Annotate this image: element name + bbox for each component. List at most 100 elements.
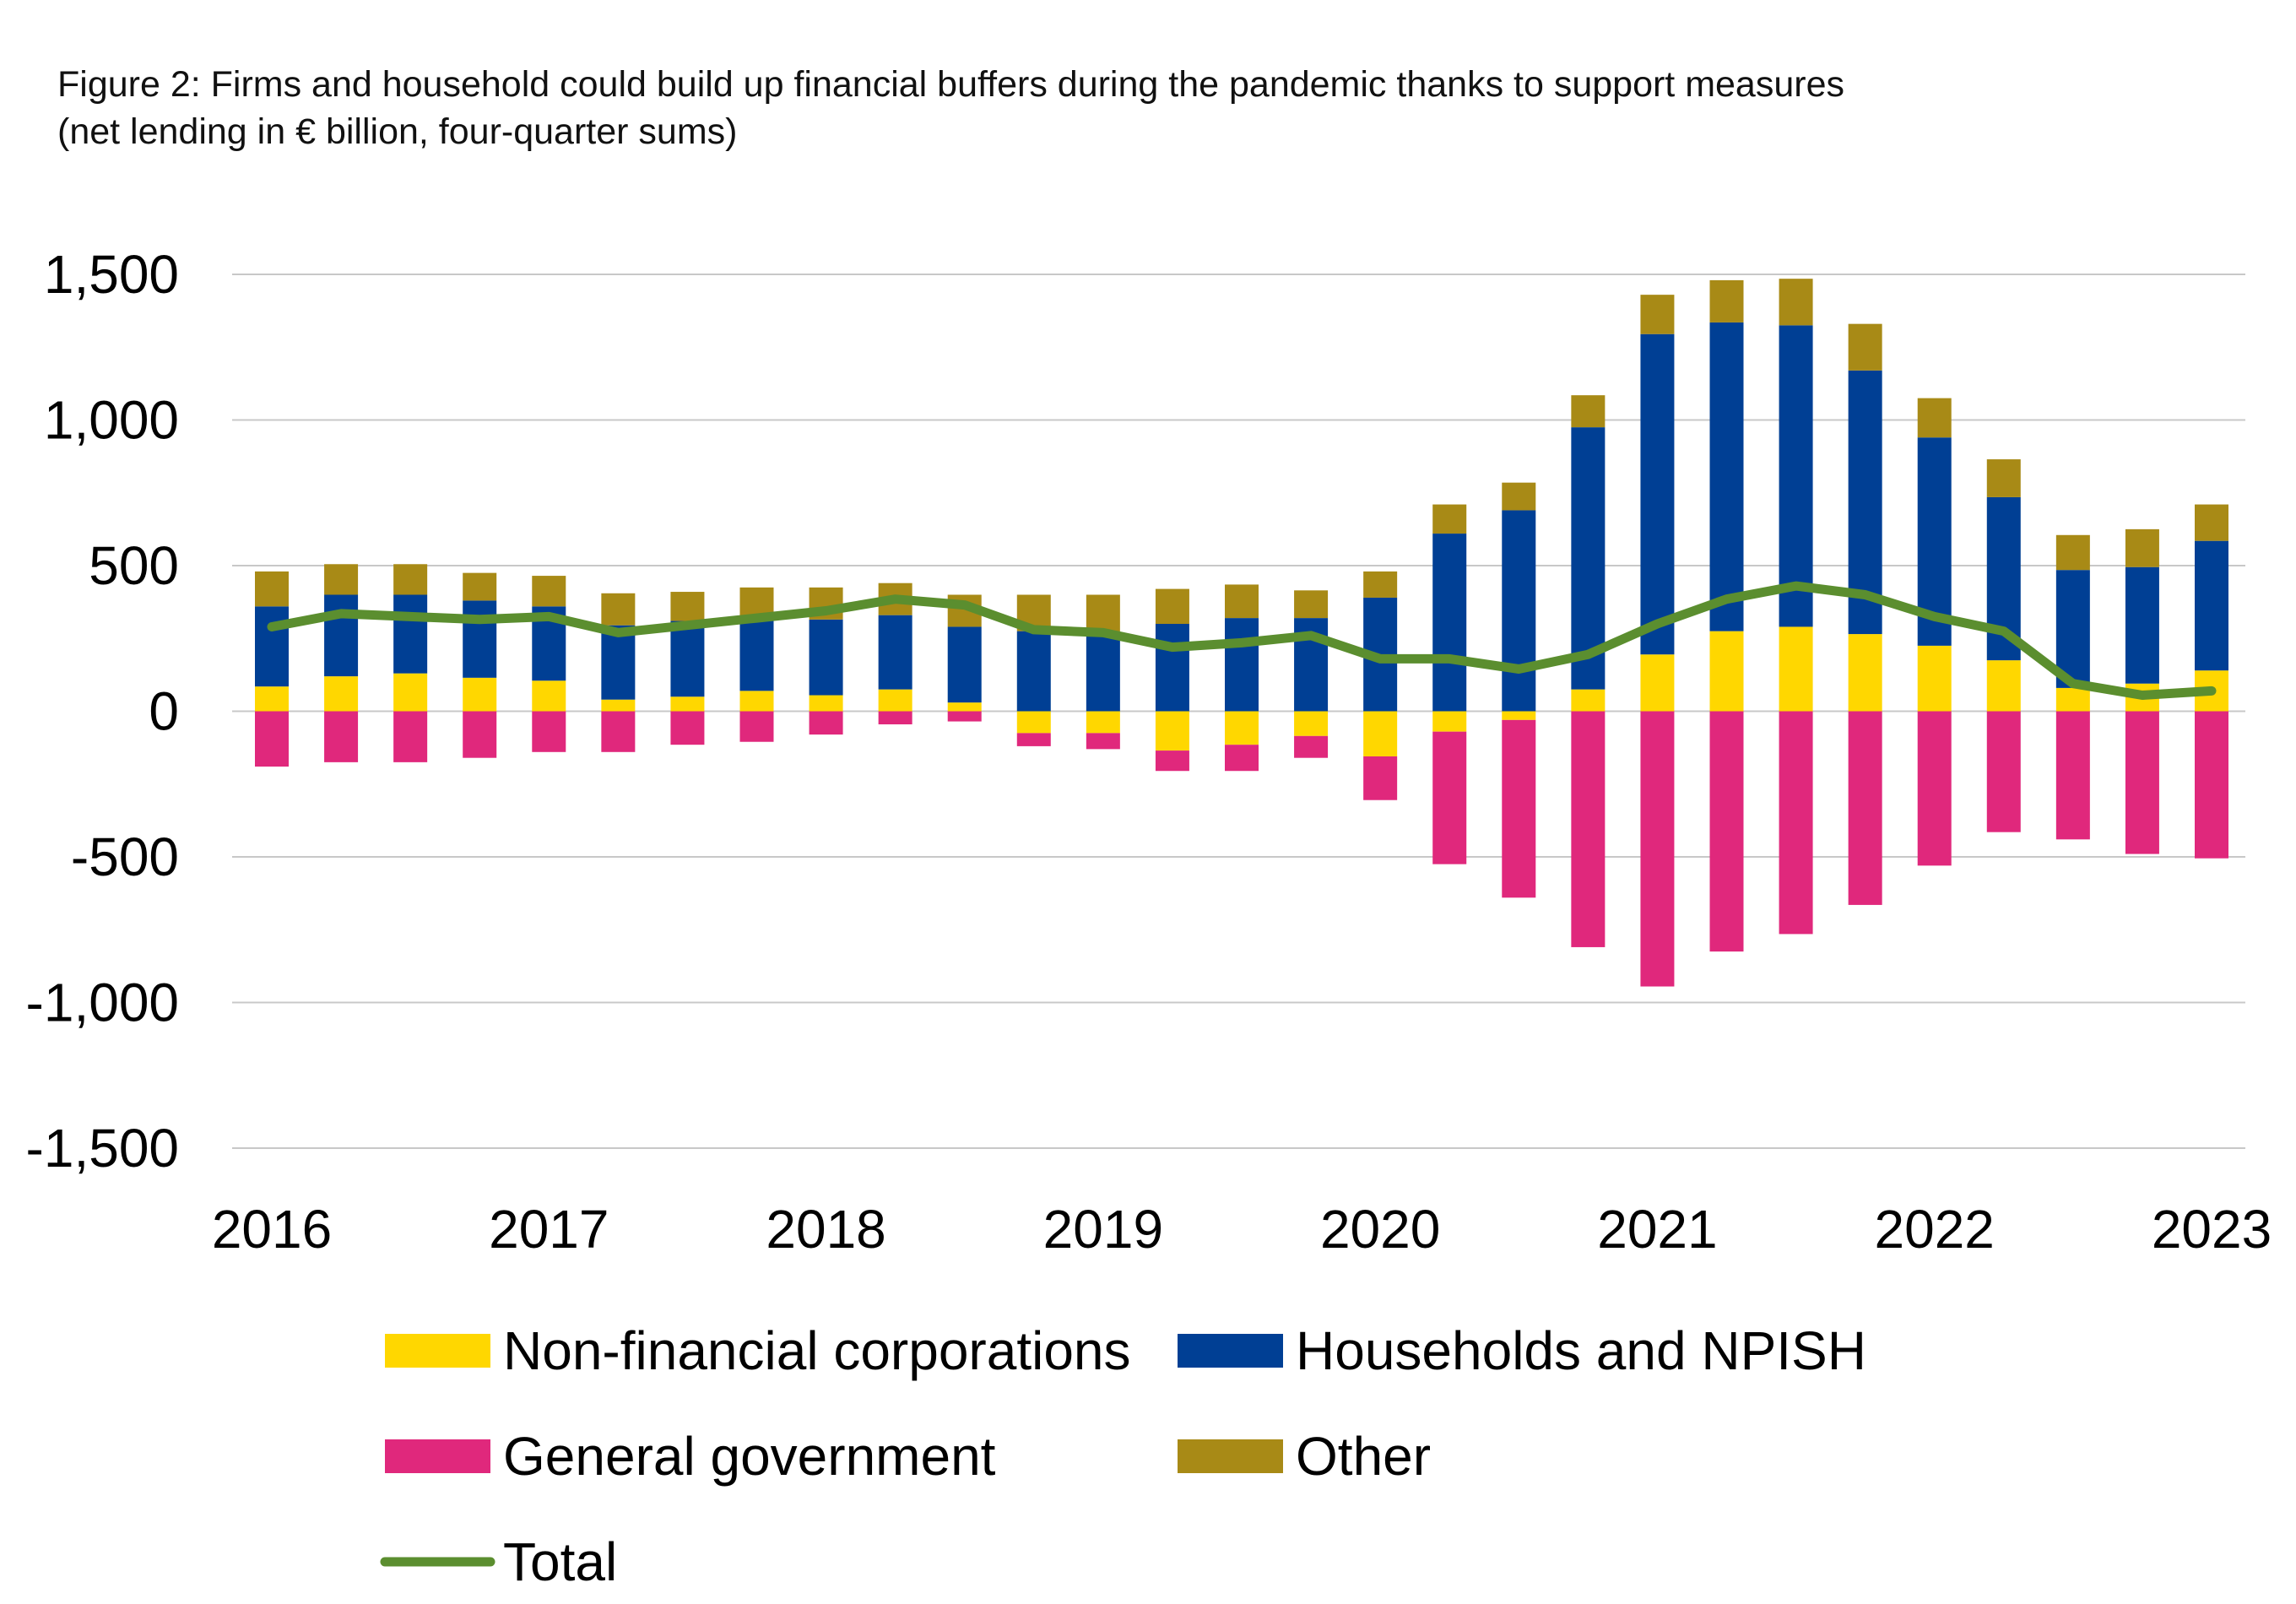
bar-segment: [463, 600, 497, 678]
bar-segment: [532, 680, 566, 712]
bar-segment: [1709, 711, 1744, 952]
chart-title: Figure 2: Firms and household could buil…: [57, 61, 1844, 155]
bar-segment: [1432, 711, 1467, 732]
bar-segment: [324, 564, 359, 595]
bar-segment: [670, 711, 705, 745]
bar-segment: [1640, 333, 1675, 655]
bar-segment: [1571, 711, 1606, 947]
legend-item: Non-financial corporations: [385, 1320, 1131, 1381]
x-tick-label: 2016: [212, 1199, 332, 1260]
bars: [255, 279, 2228, 987]
bar-segment: [2125, 528, 2159, 567]
bar-segment: [1571, 689, 1606, 712]
bar-segment: [1086, 632, 1120, 712]
x-tick-label: 2019: [1043, 1199, 1163, 1260]
bar-segment: [1640, 295, 1675, 334]
bar-segment: [393, 564, 428, 595]
y-tick-label: -500: [71, 826, 179, 887]
bar-segment: [1294, 590, 1329, 619]
bar-segment: [463, 572, 497, 601]
bar-segment: [393, 594, 428, 674]
bar-segment: [1225, 618, 1259, 712]
bar-segment: [947, 711, 982, 722]
bar-segment: [1709, 279, 1744, 322]
bar-segment: [1155, 588, 1189, 624]
bar-segment: [1225, 711, 1259, 745]
bar-segment: [1848, 711, 1882, 905]
y-tick-label: 0: [149, 681, 179, 742]
bar-segment: [1502, 482, 1536, 511]
bar-segment: [324, 594, 359, 677]
bar-segment: [324, 711, 359, 762]
bar-segment: [1432, 504, 1467, 534]
legend-label: Non-financial corporations: [503, 1320, 1131, 1381]
gridlines: [232, 274, 2245, 1149]
bar-segment: [1640, 654, 1675, 712]
bar-segment: [947, 702, 982, 712]
legend-swatch: [1178, 1334, 1283, 1368]
bar-segment: [670, 620, 705, 697]
bar-segment: [878, 689, 912, 712]
bar-segment: [1016, 711, 1051, 734]
bar-segment: [1225, 745, 1259, 772]
bar-segment: [2055, 711, 2090, 840]
bar-segment: [1917, 645, 1952, 712]
bar-segment: [739, 711, 774, 742]
y-tick-label: -1,000: [26, 973, 179, 1033]
bar-segment: [1502, 711, 1536, 720]
y-tick-label: 1,000: [44, 390, 179, 451]
y-axis-tick-labels: 1,500 1,000 500 0 -500 -1,000 -1,500: [26, 244, 179, 1179]
bar-segment: [601, 711, 636, 752]
bar-segment: [601, 699, 636, 712]
bar-segment: [1155, 751, 1189, 772]
bar-segment: [1086, 594, 1120, 633]
bar-segment: [1917, 398, 1952, 438]
bar-segment: [255, 711, 289, 767]
bar-segment: [601, 593, 636, 626]
legend-label: Other: [1296, 1426, 1431, 1487]
legend-label: Households and NPISH: [1296, 1320, 1866, 1381]
x-tick-label: 2018: [766, 1199, 885, 1260]
bar-segment: [1848, 323, 1882, 371]
bar-segment: [532, 711, 566, 752]
bar-segment: [1779, 626, 1813, 712]
bar-segment: [255, 686, 289, 712]
bar-segment: [1502, 510, 1536, 712]
legend-item: General government: [385, 1426, 996, 1487]
bar-segment: [2055, 534, 2090, 571]
bar-segment: [878, 711, 912, 725]
bar-segment: [1225, 584, 1259, 619]
bar-segment: [1363, 711, 1398, 756]
bar-segment: [2055, 687, 2090, 712]
legend-swatch: [385, 1334, 490, 1368]
legend-label: Total: [503, 1531, 617, 1592]
bar-segment: [1986, 459, 2021, 497]
bar-segment: [809, 711, 843, 735]
x-axis-tick-labels: 2016 2017 2018 2019 2020 2021 2022 2023: [212, 1199, 2272, 1260]
bar-segment: [670, 696, 705, 712]
total-line: [267, 581, 2217, 700]
bar-segment: [739, 587, 774, 617]
bar-segment: [1086, 711, 1120, 734]
bar-segment: [1709, 322, 1744, 631]
chart-subtitle: (net lending in € billion, four-quarter …: [57, 111, 738, 152]
bar-segment: [1294, 711, 1329, 736]
bar-segment: [1917, 711, 1952, 866]
bar-segment: [1016, 733, 1051, 746]
bar-segment: [1848, 634, 1882, 712]
bar-segment: [532, 576, 566, 607]
legend-item: Other: [1178, 1426, 1431, 1487]
bar-segment: [601, 625, 636, 700]
bar-segment: [1640, 711, 1675, 987]
bar-segment: [463, 711, 497, 758]
bar-segment: [1986, 660, 2021, 712]
y-tick-label: 1,500: [44, 244, 179, 305]
bar-segment: [1502, 719, 1536, 898]
bar-segment: [1571, 395, 1606, 428]
bar-segment: [878, 615, 912, 690]
legend-swatch: [1178, 1439, 1283, 1473]
bar-segment: [1779, 711, 1813, 935]
bar-segment: [463, 677, 497, 712]
legend-label: General government: [503, 1426, 996, 1487]
